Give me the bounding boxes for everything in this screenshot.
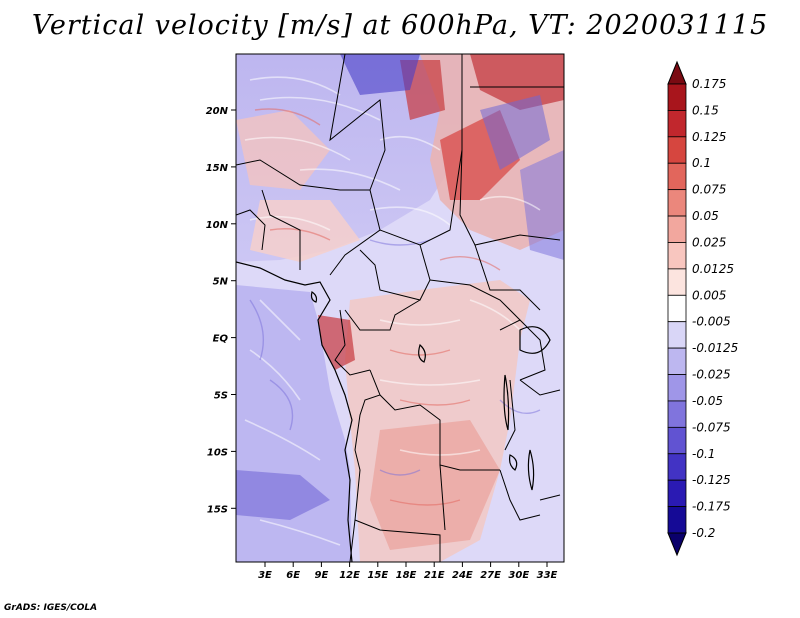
colorbar-label: 0.125 bbox=[692, 130, 726, 144]
colorbar-segment bbox=[667, 453, 687, 481]
colorbar-label: 0.1 bbox=[692, 156, 711, 170]
colorbar-min-arrow bbox=[667, 532, 687, 557]
map-title: Vertical velocity [m/s] at 600hPa, VT: 2… bbox=[31, 10, 769, 41]
colorbar-label: -0.175 bbox=[692, 500, 731, 514]
colorbar-segment bbox=[667, 162, 687, 191]
colorbar-label: -0.005 bbox=[692, 315, 731, 329]
colorbar-label: -0.075 bbox=[692, 420, 731, 434]
colorbar-segment bbox=[667, 242, 687, 270]
lat-label: 15N bbox=[206, 163, 229, 174]
colorbar-segment bbox=[667, 110, 687, 138]
map-frame bbox=[235, 53, 565, 563]
colorbar-label: -0.2 bbox=[692, 526, 715, 540]
colorbar-segment bbox=[667, 347, 687, 375]
latitude-axis: 20N 15N 10N 5N EQ 5S 10S 15S bbox=[206, 106, 236, 515]
colorbar-segment bbox=[667, 215, 687, 243]
colorbar-segment bbox=[667, 136, 687, 164]
colorbar: 0.175 0.15 0.125 0.1 0.075 0.05 0.025 0.0125 0.0… bbox=[667, 60, 738, 557]
colorbar-segment bbox=[667, 374, 687, 402]
lon-label: 21E bbox=[424, 570, 445, 581]
lat-label: 10S bbox=[207, 447, 228, 458]
colorbar-segment bbox=[667, 400, 687, 428]
lon-label: 30E bbox=[508, 570, 529, 581]
lon-label: 12E bbox=[339, 570, 360, 581]
colorbar-segment bbox=[667, 268, 687, 296]
colorbar-label: -0.05 bbox=[692, 394, 723, 408]
lon-label: 6E bbox=[286, 570, 300, 581]
lat-label: 15S bbox=[207, 504, 228, 515]
lon-label: 9E bbox=[315, 570, 329, 581]
lat-label: 10N bbox=[206, 220, 229, 231]
lat-label: 20N bbox=[206, 106, 229, 117]
colorbar-segment bbox=[667, 506, 687, 534]
velocity-field bbox=[236, 54, 564, 562]
colorbar-label: 0.005 bbox=[692, 288, 726, 302]
colorbar-label: -0.125 bbox=[692, 473, 731, 487]
colorbar-label: 0.175 bbox=[692, 77, 726, 91]
lon-label: 3E bbox=[258, 570, 272, 581]
colorbar-label: 0.075 bbox=[692, 183, 726, 197]
colorbar-label: 0.15 bbox=[692, 103, 719, 117]
lat-label: EQ bbox=[213, 334, 229, 345]
lon-label: 18E bbox=[396, 570, 417, 581]
lon-label: 15E bbox=[367, 570, 388, 581]
colorbar-segment bbox=[667, 426, 687, 455]
colorbar-segment bbox=[667, 479, 687, 507]
colorbar-max-arrow bbox=[667, 60, 687, 85]
lat-label: 5S bbox=[214, 391, 228, 402]
colorbar-label: -0.0125 bbox=[692, 341, 738, 355]
colorbar-label: 0.025 bbox=[692, 235, 726, 249]
longitude-axis: 3E 6E 9E 12E 15E 18E 21E 24E 27E 30E 33E bbox=[258, 562, 558, 581]
colorbar-segment bbox=[667, 189, 687, 217]
colorbar-label: 0.05 bbox=[692, 209, 719, 223]
footer-credit: GrADS: IGES/COLA bbox=[4, 603, 98, 613]
colorbar-label: 0.0125 bbox=[692, 262, 734, 276]
lon-label: 27E bbox=[480, 570, 501, 581]
colorbar-segment bbox=[667, 321, 687, 349]
colorbar-segment bbox=[667, 294, 687, 323]
country-borders bbox=[236, 54, 564, 562]
colorbar-segment bbox=[667, 83, 687, 111]
colorbar-label: -0.1 bbox=[692, 447, 715, 461]
colorbar-label: -0.025 bbox=[692, 368, 731, 382]
lon-label: 24E bbox=[452, 570, 473, 581]
coastline bbox=[236, 261, 551, 562]
lat-label: 5N bbox=[213, 277, 229, 288]
lon-label: 33E bbox=[537, 570, 558, 581]
